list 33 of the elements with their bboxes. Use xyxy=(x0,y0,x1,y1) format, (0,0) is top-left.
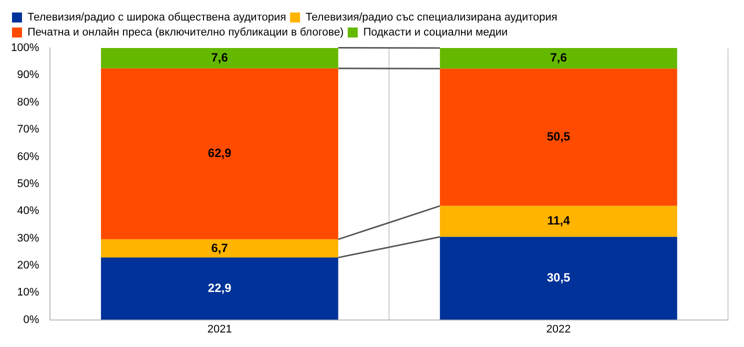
bar xyxy=(100,48,338,68)
y-tick-label: 30% xyxy=(17,232,40,244)
bar xyxy=(440,206,678,237)
y-tick-label: 60% xyxy=(17,150,40,163)
bar xyxy=(100,239,338,258)
y-tick-label: 50% xyxy=(17,178,40,190)
y-tick-label: 80% xyxy=(17,96,40,108)
y-tick-label: 70% xyxy=(17,124,40,136)
legend-label: Телевизия/радио със специализирана аудитория xyxy=(306,12,558,24)
bar xyxy=(440,68,678,206)
x-tick-label: 2021 xyxy=(207,323,232,336)
bar xyxy=(440,236,678,320)
bar xyxy=(100,68,338,240)
y-tick-label: 90% xyxy=(17,69,40,82)
y-tick-label: 20% xyxy=(17,259,40,272)
legend-label: Телевизия/радио с широка обществена аудитория xyxy=(28,12,286,24)
data-label: 7,6 xyxy=(550,50,568,65)
legend-label: Печатна и онлайн преса (включително публикации в блогове) xyxy=(28,26,344,39)
legend-label: Подкасти и социални медии xyxy=(363,26,508,39)
data-label: 11,4 xyxy=(547,214,570,228)
data-label: 50,5 xyxy=(546,130,571,144)
data-label: 6,7 xyxy=(211,240,228,255)
y-tick-label: 100% xyxy=(10,42,40,54)
data-label: 22,9 xyxy=(208,280,232,295)
data-label: 30,5 xyxy=(546,270,571,285)
x-tick-label: 2022 xyxy=(546,323,571,336)
data-label: 62,9 xyxy=(208,146,232,160)
bar xyxy=(440,48,678,69)
bar xyxy=(100,258,338,320)
y-tick-label: 10% xyxy=(17,286,40,299)
data-label: 7,6 xyxy=(211,50,228,64)
y-tick-label: 40% xyxy=(17,205,40,218)
y-tick-label: 0% xyxy=(23,314,40,326)
